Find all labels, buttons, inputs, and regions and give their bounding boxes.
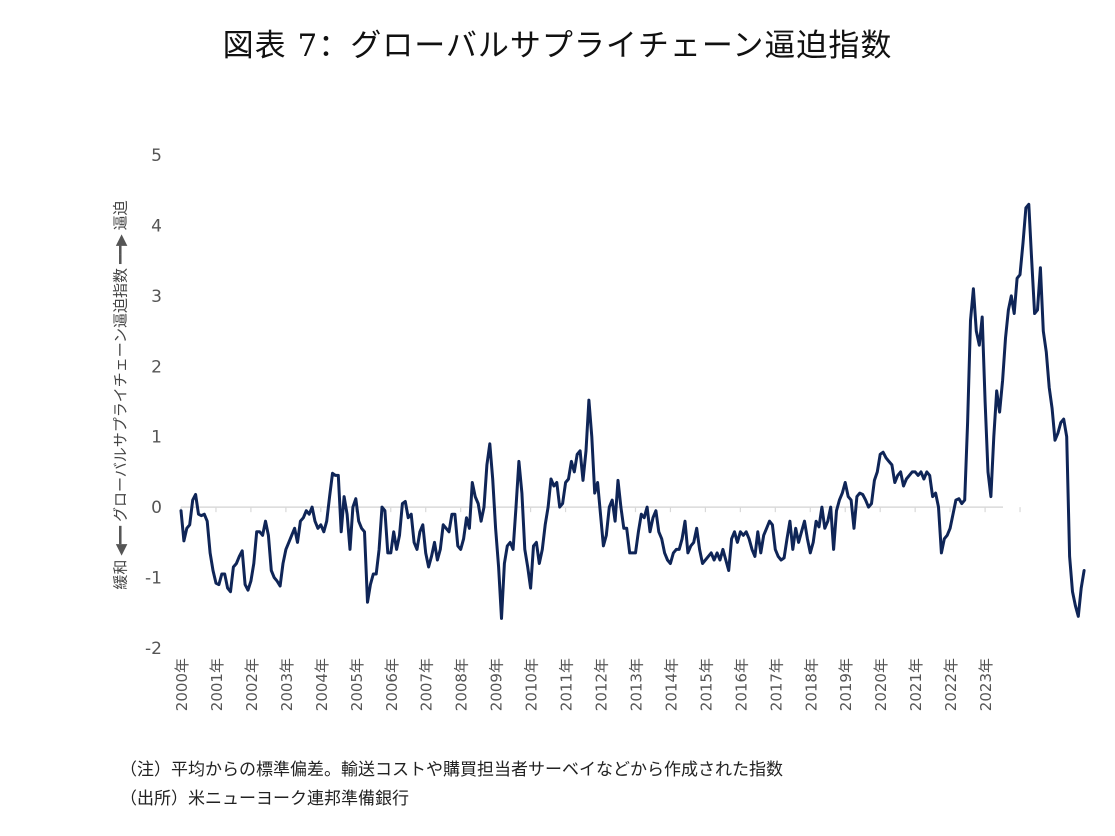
x-tick-label: 2013年 xyxy=(627,658,645,711)
x-tick-label: 2000年 xyxy=(173,658,191,711)
chart-notes: （注）平均からの標準偏差。輸送コストや購買担当者サーベイなどから作成された指数 … xyxy=(120,756,783,814)
x-tick-label: 2007年 xyxy=(418,658,436,711)
y-tick-label: 4 xyxy=(151,216,162,236)
x-tick-label: 2019年 xyxy=(837,658,855,711)
x-tick-label: 2022年 xyxy=(942,658,960,711)
y-tick-label: -1 xyxy=(145,569,162,589)
y-tick-label: -2 xyxy=(145,639,162,659)
y-tick-label: 1 xyxy=(151,428,162,448)
x-tick-label: 2001年 xyxy=(208,658,226,711)
x-tick-label: 2018年 xyxy=(802,658,820,711)
x-tick-label: 2016年 xyxy=(732,658,750,711)
x-tick-label: 2002年 xyxy=(243,658,261,711)
x-tick-label: 2005年 xyxy=(348,658,366,711)
x-tick-label: 2004年 xyxy=(313,658,331,711)
x-tick-label: 2021年 xyxy=(907,658,925,711)
x-tick-label: 2010年 xyxy=(523,658,541,711)
x-tick-label: 2003年 xyxy=(278,658,296,711)
y-tick-label: 5 xyxy=(151,146,162,166)
x-tick-label: 2015年 xyxy=(697,658,715,711)
chart-title: 図表 7：グローバルサプライチェーン逼迫指数 xyxy=(222,28,893,64)
y-tick-label: 0 xyxy=(151,498,162,518)
series-line xyxy=(179,202,1086,620)
x-tick-label: 2023年 xyxy=(977,658,995,711)
note-line: （注）平均からの標準偏差。輸送コストや購買担当者サーベイなどから作成された指数 xyxy=(120,760,783,780)
x-tick-label: 2017年 xyxy=(767,658,785,711)
y-tick-label: 3 xyxy=(151,287,162,307)
x-axis-ticks: 2000年 2001年 2002年 2003年 2004年 2005年 2006年 2007年… xyxy=(173,658,995,711)
x-tick-label: 2008年 xyxy=(453,658,471,711)
source-line: （出所）米ニューヨーク連邦準備銀行 xyxy=(120,789,409,809)
x-tick-label: 2006年 xyxy=(383,658,401,711)
x-tick-label: 2011年 xyxy=(558,658,576,711)
y-tick-label: 2 xyxy=(151,357,162,377)
x-tick-label: 2014年 xyxy=(662,658,680,711)
series-lines xyxy=(179,202,1086,620)
x-tick-label: 2020年 xyxy=(872,658,890,711)
y-axis-ticks: 5 4 3 2 1 0 -1 -2 xyxy=(145,146,162,659)
x-tick-label: 2009年 xyxy=(488,658,506,711)
x-tick-label: 2012年 xyxy=(593,658,611,711)
